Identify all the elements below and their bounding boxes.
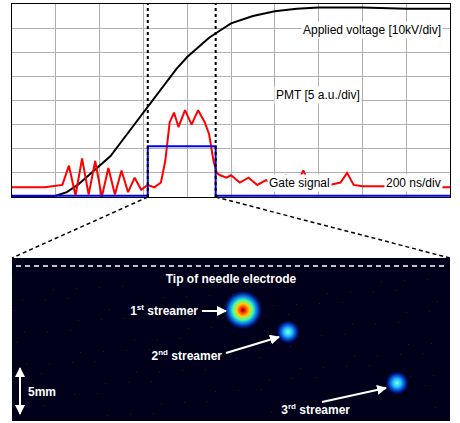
svg-text:1st streamer: 1st streamer: [130, 303, 198, 318]
svg-text:3rd streamer: 3rd streamer: [281, 402, 350, 417]
svg-text:2nd streamer: 2nd streamer: [151, 348, 222, 363]
svg-text:200 ns/div: 200 ns/div: [386, 176, 441, 190]
svg-text:Tip of needle electrode: Tip of needle electrode: [166, 272, 297, 286]
svg-text:Gate signal: Gate signal: [269, 176, 330, 190]
svg-text:PMT [5 a.u./div]: PMT [5 a.u./div]: [276, 88, 360, 102]
svg-text:5mm: 5mm: [28, 385, 56, 399]
svg-text:Applied voltage [10kV/div]: Applied voltage [10kV/div]: [303, 23, 441, 37]
